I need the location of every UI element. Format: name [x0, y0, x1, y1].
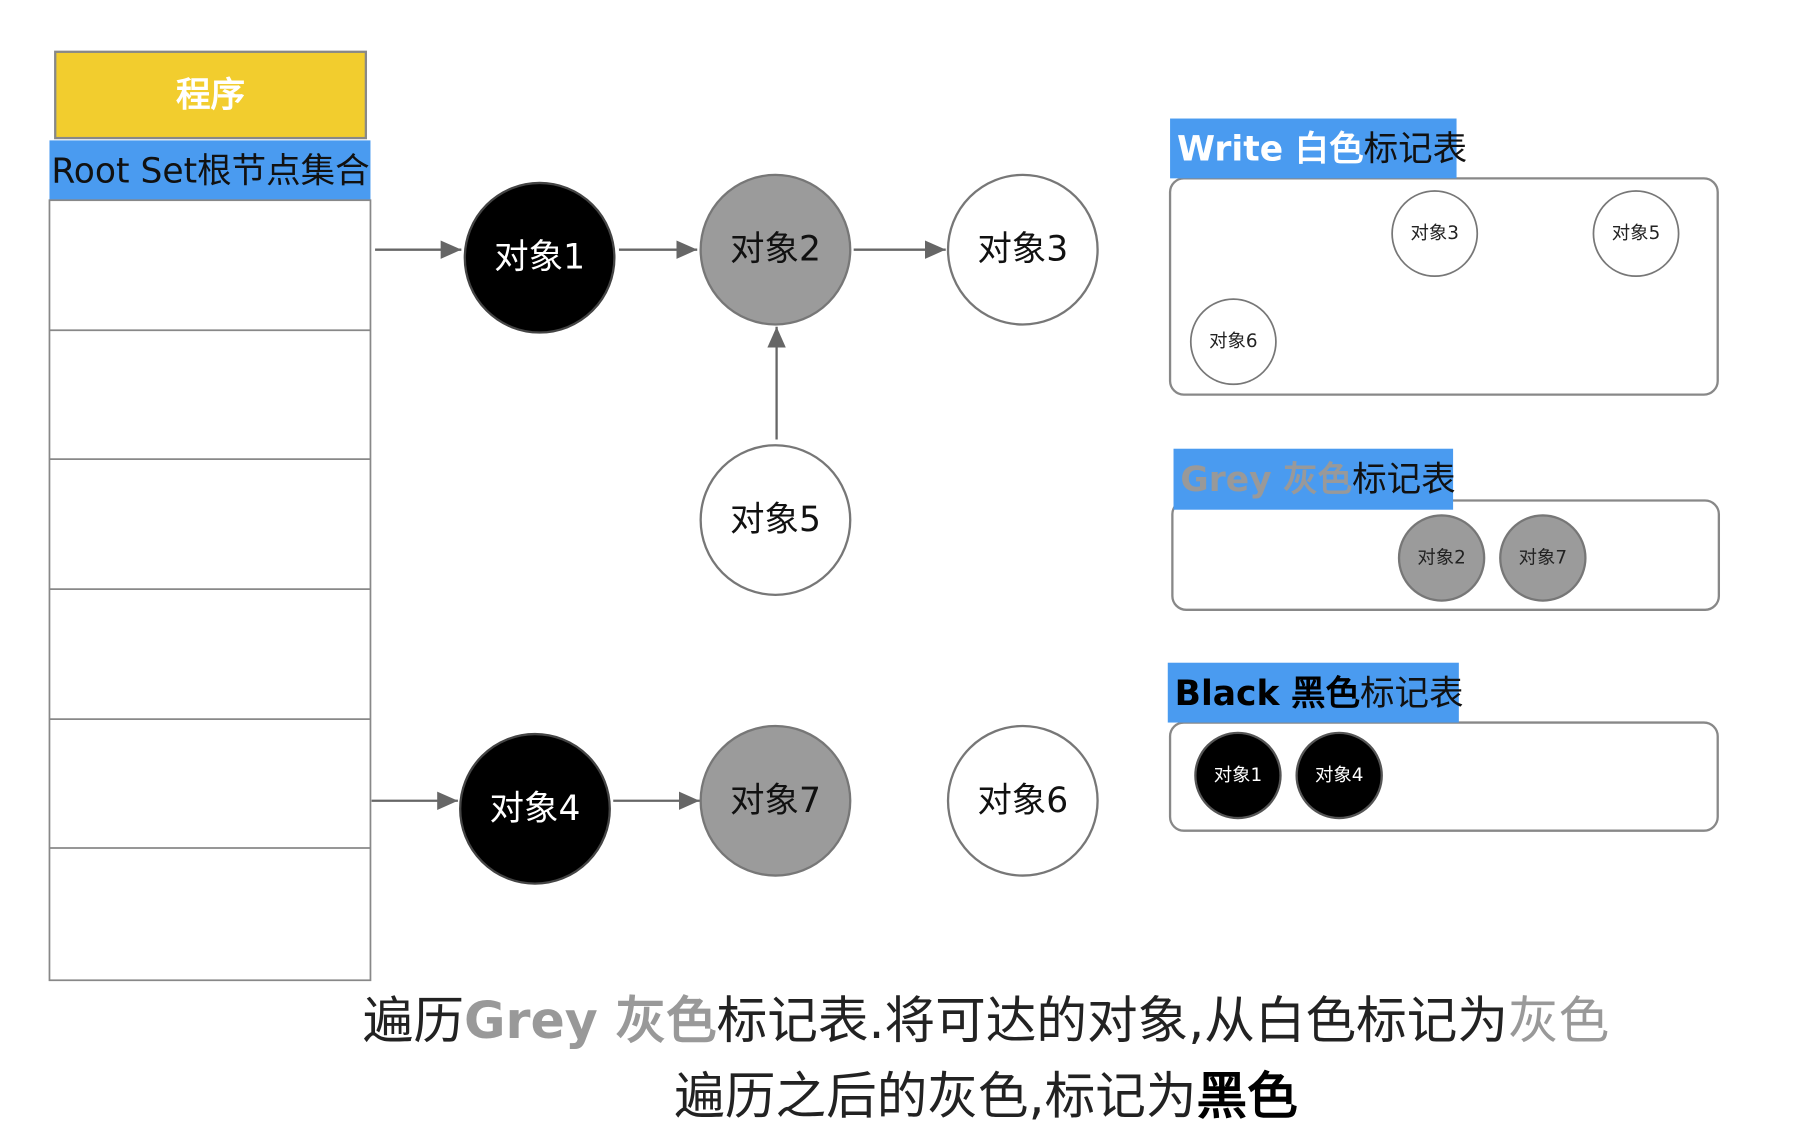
- white-table-title: Write 白色标记表: [1177, 130, 1467, 170]
- caption-line-2: 遍历之后的灰色,标记为黑色: [674, 1067, 1297, 1126]
- root-set-label: Root Set根节点集合: [51, 151, 369, 191]
- black-item: 对象4: [1295, 731, 1383, 820]
- caption-line-1: 遍历Grey 灰色标记表.将可达的对象,从白色标记为灰色: [363, 991, 1609, 1050]
- black-mark-table: Black 黑色标记表 对象1 对象4: [1167, 662, 1719, 832]
- white-item: 对象5: [1592, 190, 1680, 278]
- node-obj5: 对象5: [699, 444, 852, 596]
- grey-mark-table: Grey 灰色标记表 对象2 对象7: [1171, 448, 1721, 611]
- svg-text:对象6: 对象6: [977, 781, 1068, 821]
- black-item: 对象1: [1194, 731, 1282, 820]
- grey-item: 对象2: [1397, 514, 1486, 602]
- stack-dividers: [49, 329, 371, 849]
- svg-text:对象5: 对象5: [730, 500, 821, 540]
- svg-text:对象4: 对象4: [1315, 765, 1363, 786]
- node-obj7: 对象7: [699, 724, 852, 877]
- black-table-title: Black 黑色标记表: [1175, 674, 1464, 714]
- root-set: Root Set根节点集合: [48, 140, 372, 982]
- white-mark-table: Write 白色标记表 对象3 对象5 对象6: [1168, 118, 1719, 396]
- program-label: 程序: [176, 76, 245, 116]
- svg-text:对象2: 对象2: [730, 230, 821, 270]
- svg-text:对象3: 对象3: [1410, 223, 1458, 244]
- node-obj1: 对象1: [463, 181, 616, 334]
- svg-text:对象1: 对象1: [1214, 765, 1262, 786]
- node-obj3: 对象3: [946, 173, 1099, 326]
- svg-text:对象6: 对象6: [1209, 331, 1257, 352]
- svg-text:对象7: 对象7: [1519, 548, 1567, 569]
- node-obj2: 对象2: [699, 173, 852, 326]
- node-obj4: 对象4: [459, 732, 611, 885]
- grey-item: 对象7: [1499, 514, 1587, 602]
- white-item: 对象3: [1391, 190, 1479, 278]
- program-box: 程序: [54, 50, 368, 140]
- grey-table-title: Grey 灰色标记表: [1180, 460, 1455, 500]
- svg-text:对象3: 对象3: [977, 230, 1068, 270]
- svg-text:对象7: 对象7: [730, 781, 821, 821]
- white-item: 对象6: [1189, 298, 1277, 386]
- svg-text:对象5: 对象5: [1612, 223, 1660, 244]
- svg-text:对象4: 对象4: [490, 789, 581, 829]
- svg-text:对象2: 对象2: [1417, 548, 1465, 569]
- root-set-stack: [48, 199, 372, 982]
- svg-text:对象1: 对象1: [494, 238, 585, 278]
- node-obj6: 对象6: [946, 724, 1099, 877]
